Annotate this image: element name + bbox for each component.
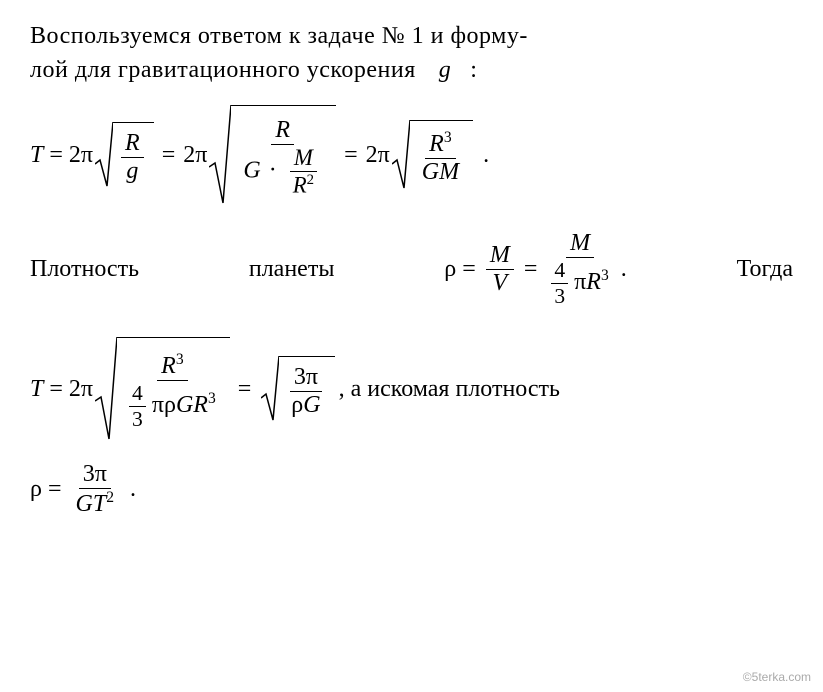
equals-2: = — [162, 142, 176, 169]
two-pi-2: 2π — [183, 142, 207, 169]
G-e3: G — [76, 491, 93, 517]
g-den: g — [122, 158, 142, 185]
equals-d2: = — [524, 256, 538, 283]
three-pi-e3: 3π — [79, 461, 111, 489]
rho-var-3: ρ — [30, 476, 42, 503]
equals-e2: = — [49, 376, 63, 403]
pi-d: π — [574, 269, 586, 295]
equals-3: = — [344, 142, 358, 169]
tail-text: , а искомая плотность — [339, 376, 560, 403]
R3b-exp-e2: 3 — [208, 390, 216, 407]
period-e3: . — [130, 476, 136, 503]
equals: = — [49, 142, 63, 169]
two-pi-e2: 2π — [69, 376, 93, 403]
intro-line-1: Воспользуемся ответом к задаче № 1 и фор… — [30, 20, 793, 54]
intro-text-2: лой для гравитационного ускорения — [30, 57, 416, 83]
equals-e3: = — [48, 476, 62, 503]
radical-icon — [95, 122, 113, 188]
R3b-e2: R — [193, 392, 208, 418]
GM-den: GM — [418, 159, 463, 186]
three-pi-num: 3π — [290, 364, 322, 392]
sqrt-e2a: R3 4 3 πρGR3 — [95, 337, 230, 441]
two-pi-3: 2π — [366, 142, 390, 169]
G-e2: G — [176, 392, 193, 418]
density-line: Плотность планеты ρ = M V = M 4 3 πR3 . … — [30, 230, 793, 309]
T-var: T — [30, 142, 43, 169]
G-den: G — [243, 157, 260, 183]
intro-text-1: Воспользуемся ответом к задаче № 1 и фор… — [30, 23, 528, 49]
equals-d1: = — [462, 256, 476, 283]
period-d: . — [621, 256, 627, 283]
T-e3: T — [93, 491, 106, 517]
sqrt-3: R3 GM — [392, 120, 473, 190]
R2-exp: 2 — [307, 172, 314, 188]
equation-2: T = 2π R3 4 3 πρGR3 = — [30, 337, 793, 441]
three-e2: 3 — [129, 407, 146, 432]
three-den: 3 — [551, 284, 568, 309]
M-num: M — [290, 145, 317, 172]
R2-den: R — [293, 172, 307, 197]
radical-icon — [261, 356, 279, 422]
four-num: 4 — [551, 258, 568, 284]
period-1: . — [483, 142, 489, 169]
rho-var: ρ — [444, 256, 456, 283]
T-exp-e3: 2 — [106, 489, 114, 506]
rho-e2: ρ — [164, 392, 176, 418]
M-num-d: M — [486, 242, 514, 270]
watermark-text: ©5terka.com — [743, 670, 811, 684]
density-label-2: планеты — [249, 256, 335, 283]
intro-line-2: лой для гравитационного ускорения g : — [30, 54, 793, 88]
sqrt-e2b: 3π ρG — [261, 356, 334, 422]
two-pi-1: 2π — [69, 142, 93, 169]
R3-num-e2: R — [161, 353, 176, 379]
four-e2: 4 — [129, 381, 146, 407]
rho-den-e2: ρ — [291, 392, 303, 418]
radical-icon — [95, 337, 117, 441]
R3-exp: 3 — [444, 129, 452, 146]
then-text: Тогда — [737, 256, 793, 283]
sqrt-2: R G · M R2 — [209, 105, 336, 205]
R-num-2: R — [271, 117, 294, 145]
equals-e2b: = — [238, 376, 252, 403]
radical-icon — [209, 105, 231, 205]
M-num-d2: M — [566, 230, 594, 258]
T-var-2: T — [30, 376, 43, 403]
R3-exp-e2: 3 — [176, 351, 184, 368]
R-num: R — [121, 130, 144, 158]
R3-num: R — [429, 131, 444, 157]
V-den: V — [488, 270, 511, 297]
g-variable: g — [439, 57, 452, 83]
equation-1: T = 2π R g = 2π R G · M — [30, 105, 793, 205]
R-d: R — [586, 269, 601, 295]
density-label-1: Плотность — [30, 256, 139, 283]
sqrt-1: R g — [95, 122, 154, 188]
colon: : — [470, 57, 477, 83]
radical-icon — [392, 120, 410, 190]
R-exp-d: 3 — [601, 267, 609, 284]
G-den-e2: G — [303, 392, 320, 418]
equation-3: ρ = 3π GT2 . — [30, 461, 793, 518]
pi-e2: π — [152, 392, 164, 418]
